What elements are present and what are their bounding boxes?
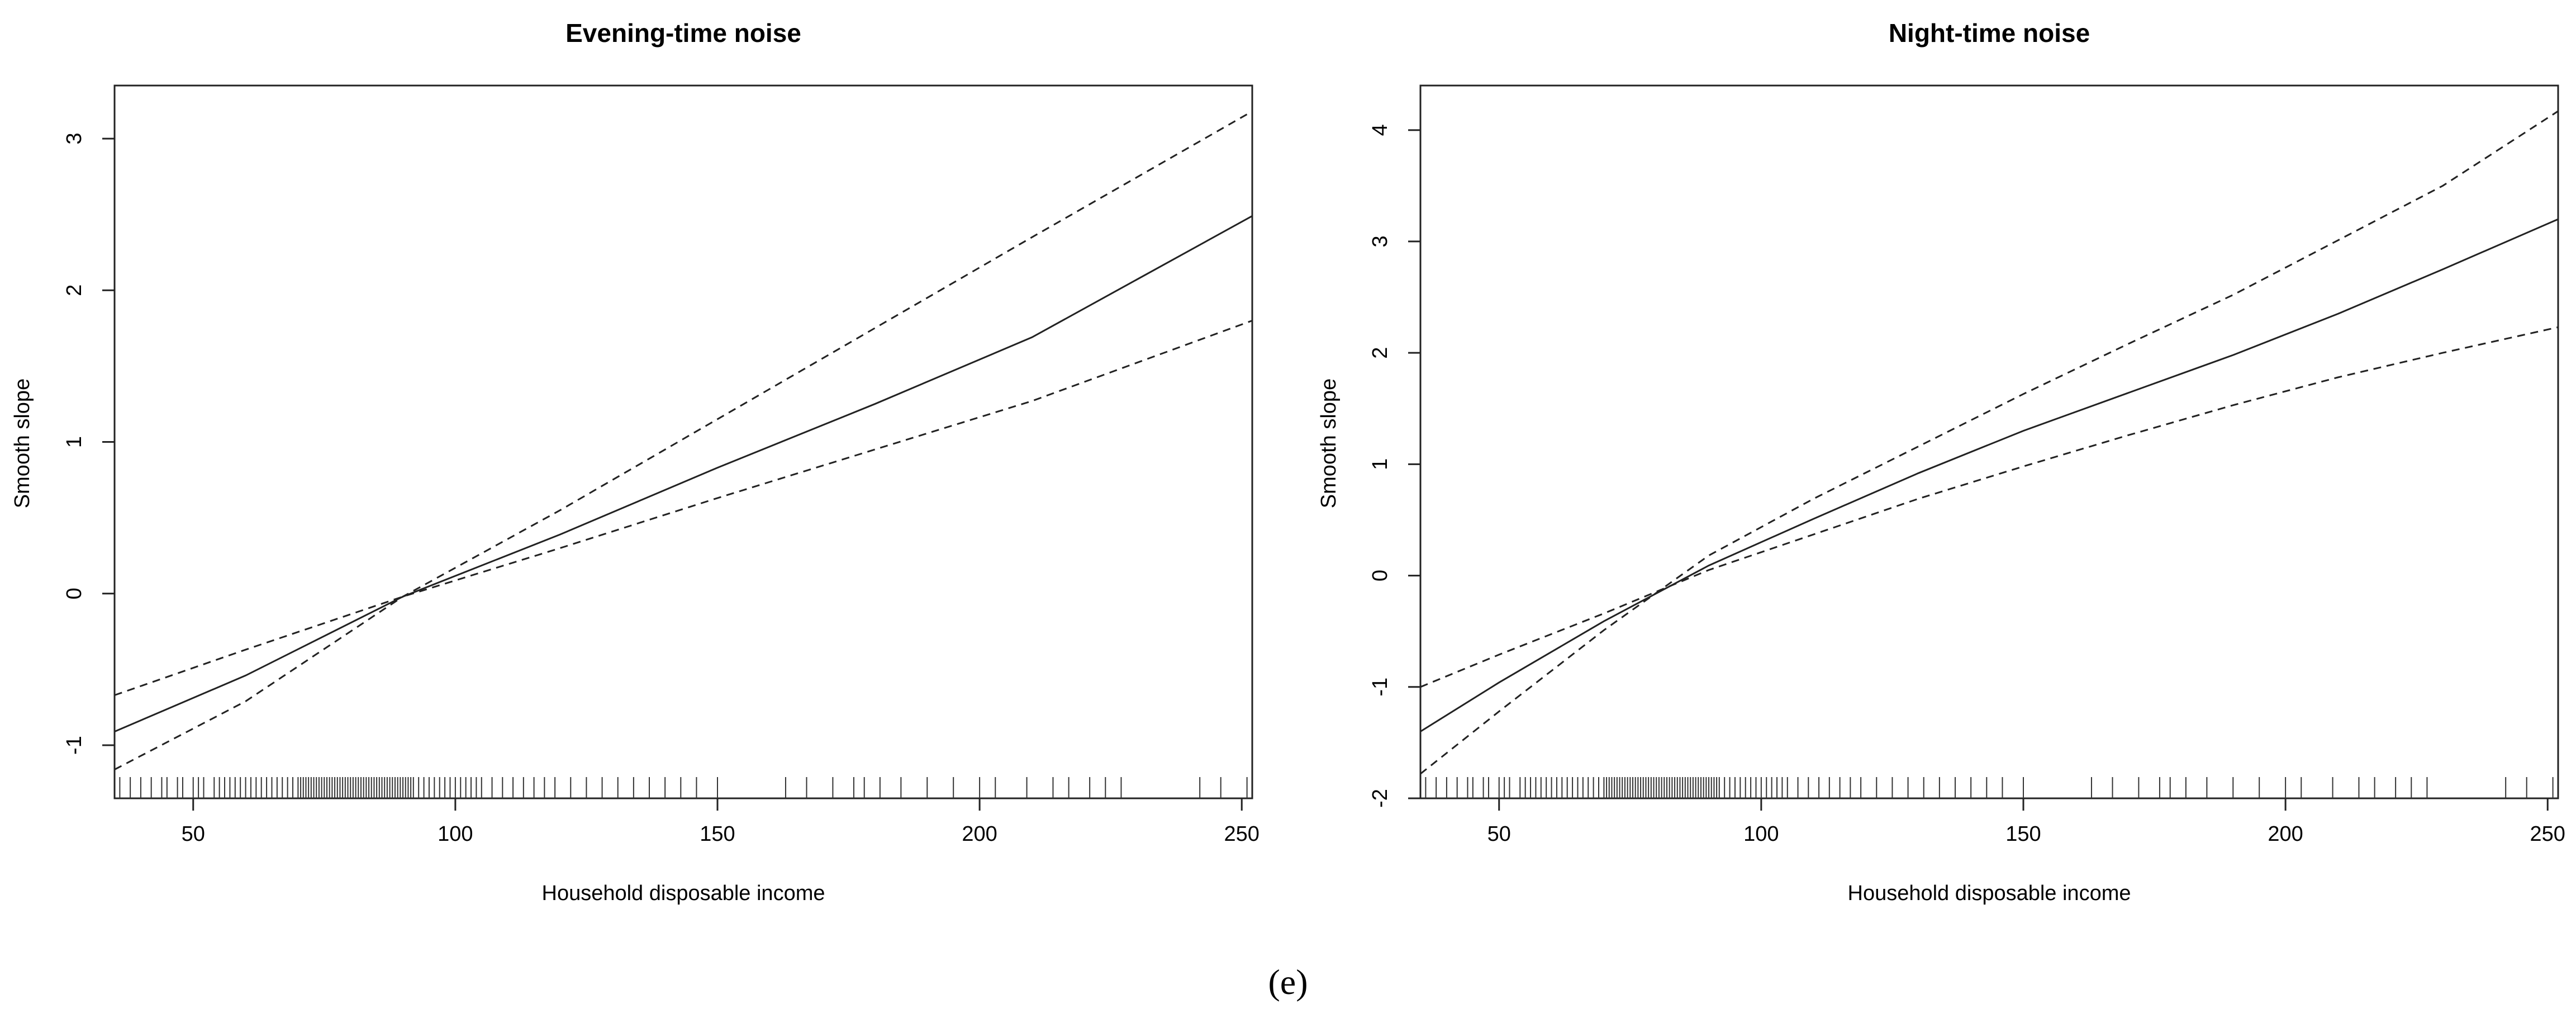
upper-ci-line [114, 110, 1253, 770]
smooth-slope-line [114, 215, 1253, 732]
x-tick-label: 250 [2530, 822, 2565, 846]
panel-evening: Evening-time noise Household disposable … [11, 18, 1260, 905]
x-tick-label: 250 [1224, 822, 1260, 846]
lower-ci-line [1420, 326, 2559, 688]
y-tick-label: 3 [63, 132, 86, 144]
series-group [114, 110, 1253, 770]
y-axis-label: Smooth slope [11, 378, 34, 508]
x-tick-label: 150 [2005, 822, 2041, 846]
panel-night: Night-time noise Household disposable in… [1317, 18, 2565, 905]
figure-caption: (e) [1268, 962, 1308, 1002]
x-axis: 50 100 150 200 250 [182, 798, 1260, 846]
y-axis: -2 -1 0 1 2 3 4 [1368, 124, 1420, 808]
smooth-slope-line [1420, 218, 2559, 732]
y-axis: -1 0 1 2 3 [63, 132, 115, 755]
y-tick-label: 0 [1368, 570, 1392, 581]
x-tick-label: 100 [1743, 822, 1779, 846]
y-tick-label: 0 [63, 588, 86, 599]
y-tick-label: 2 [1368, 347, 1392, 359]
rug-marks [119, 777, 1248, 798]
plot-frame [1419, 84, 2559, 799]
x-axis-label: Household disposable income [1848, 882, 2131, 905]
y-tick-label: -2 [1368, 789, 1392, 808]
y-tick-label: 4 [1368, 124, 1392, 136]
x-tick-label: 200 [2268, 822, 2303, 846]
x-tick-label: 50 [182, 822, 205, 846]
x-tick-label: 100 [438, 822, 473, 846]
y-tick-label: 2 [63, 285, 86, 296]
x-tick-label: 200 [962, 822, 997, 846]
x-tick-label: 150 [700, 822, 735, 846]
x-axis-label: Household disposable income [542, 882, 825, 905]
y-tick-label: -1 [1368, 678, 1392, 697]
x-tick-label: 50 [1487, 822, 1511, 846]
rug-marks [1425, 777, 2554, 798]
series-group [1420, 110, 2559, 775]
chart-title: Evening-time noise [565, 18, 801, 48]
y-tick-label: -1 [63, 736, 86, 755]
chart-title: Night-time noise [1889, 18, 2090, 48]
y-tick-label: 3 [1368, 235, 1392, 247]
y-tick-label: 1 [1368, 458, 1392, 470]
lower-ci-line [114, 320, 1253, 696]
upper-ci-line [1420, 110, 2559, 775]
x-axis: 50 100 150 200 250 [1487, 798, 2565, 846]
y-axis-label: Smooth slope [1317, 378, 1341, 508]
plot-frame [113, 84, 1253, 799]
y-tick-label: 1 [63, 436, 86, 448]
